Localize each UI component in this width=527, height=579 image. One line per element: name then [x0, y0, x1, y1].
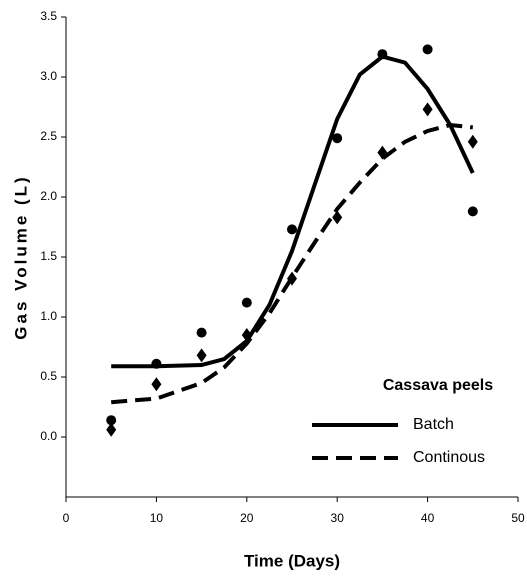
point — [287, 271, 297, 286]
point — [377, 49, 388, 60]
x-tick-label: 0 — [63, 511, 70, 525]
y-tick-label: 1.5 — [40, 249, 57, 263]
y-axis-title: Gas Volume (L) — [11, 174, 30, 339]
y-tick-label: 2.5 — [40, 129, 57, 143]
point — [377, 145, 388, 160]
point — [422, 44, 433, 55]
x-tick-label: 20 — [240, 511, 254, 525]
point — [196, 348, 207, 363]
y-tick-label: 2.0 — [40, 189, 57, 203]
x-tick-label: 10 — [150, 511, 164, 525]
legend-title: Cassava peels — [383, 377, 493, 394]
point — [241, 297, 252, 308]
y-tick-label: 3.0 — [40, 69, 57, 83]
point — [106, 422, 117, 437]
y-tick-label: 0.0 — [40, 429, 57, 443]
point — [241, 328, 252, 342]
y-tick-label: 0.5 — [40, 369, 57, 383]
x-tick-label: 50 — [511, 511, 525, 525]
point — [332, 210, 343, 225]
y-tick-label: 3.5 — [40, 9, 57, 23]
x-axis-title: Time (Days) — [244, 551, 340, 570]
point — [106, 415, 117, 426]
point — [467, 134, 478, 149]
legend-label: Continous — [413, 449, 485, 466]
point — [151, 358, 162, 369]
fit-line — [111, 54, 475, 369]
point — [151, 377, 162, 392]
x-tick-label: 30 — [331, 511, 345, 525]
point — [196, 327, 207, 338]
point — [467, 206, 478, 217]
y-tick-label: 1.0 — [40, 309, 57, 323]
point — [287, 224, 297, 235]
point — [422, 102, 433, 117]
x-tick-label: 40 — [421, 511, 435, 525]
legend-label: Batch — [413, 416, 454, 433]
fit-line — [111, 122, 474, 405]
point — [332, 133, 343, 144]
